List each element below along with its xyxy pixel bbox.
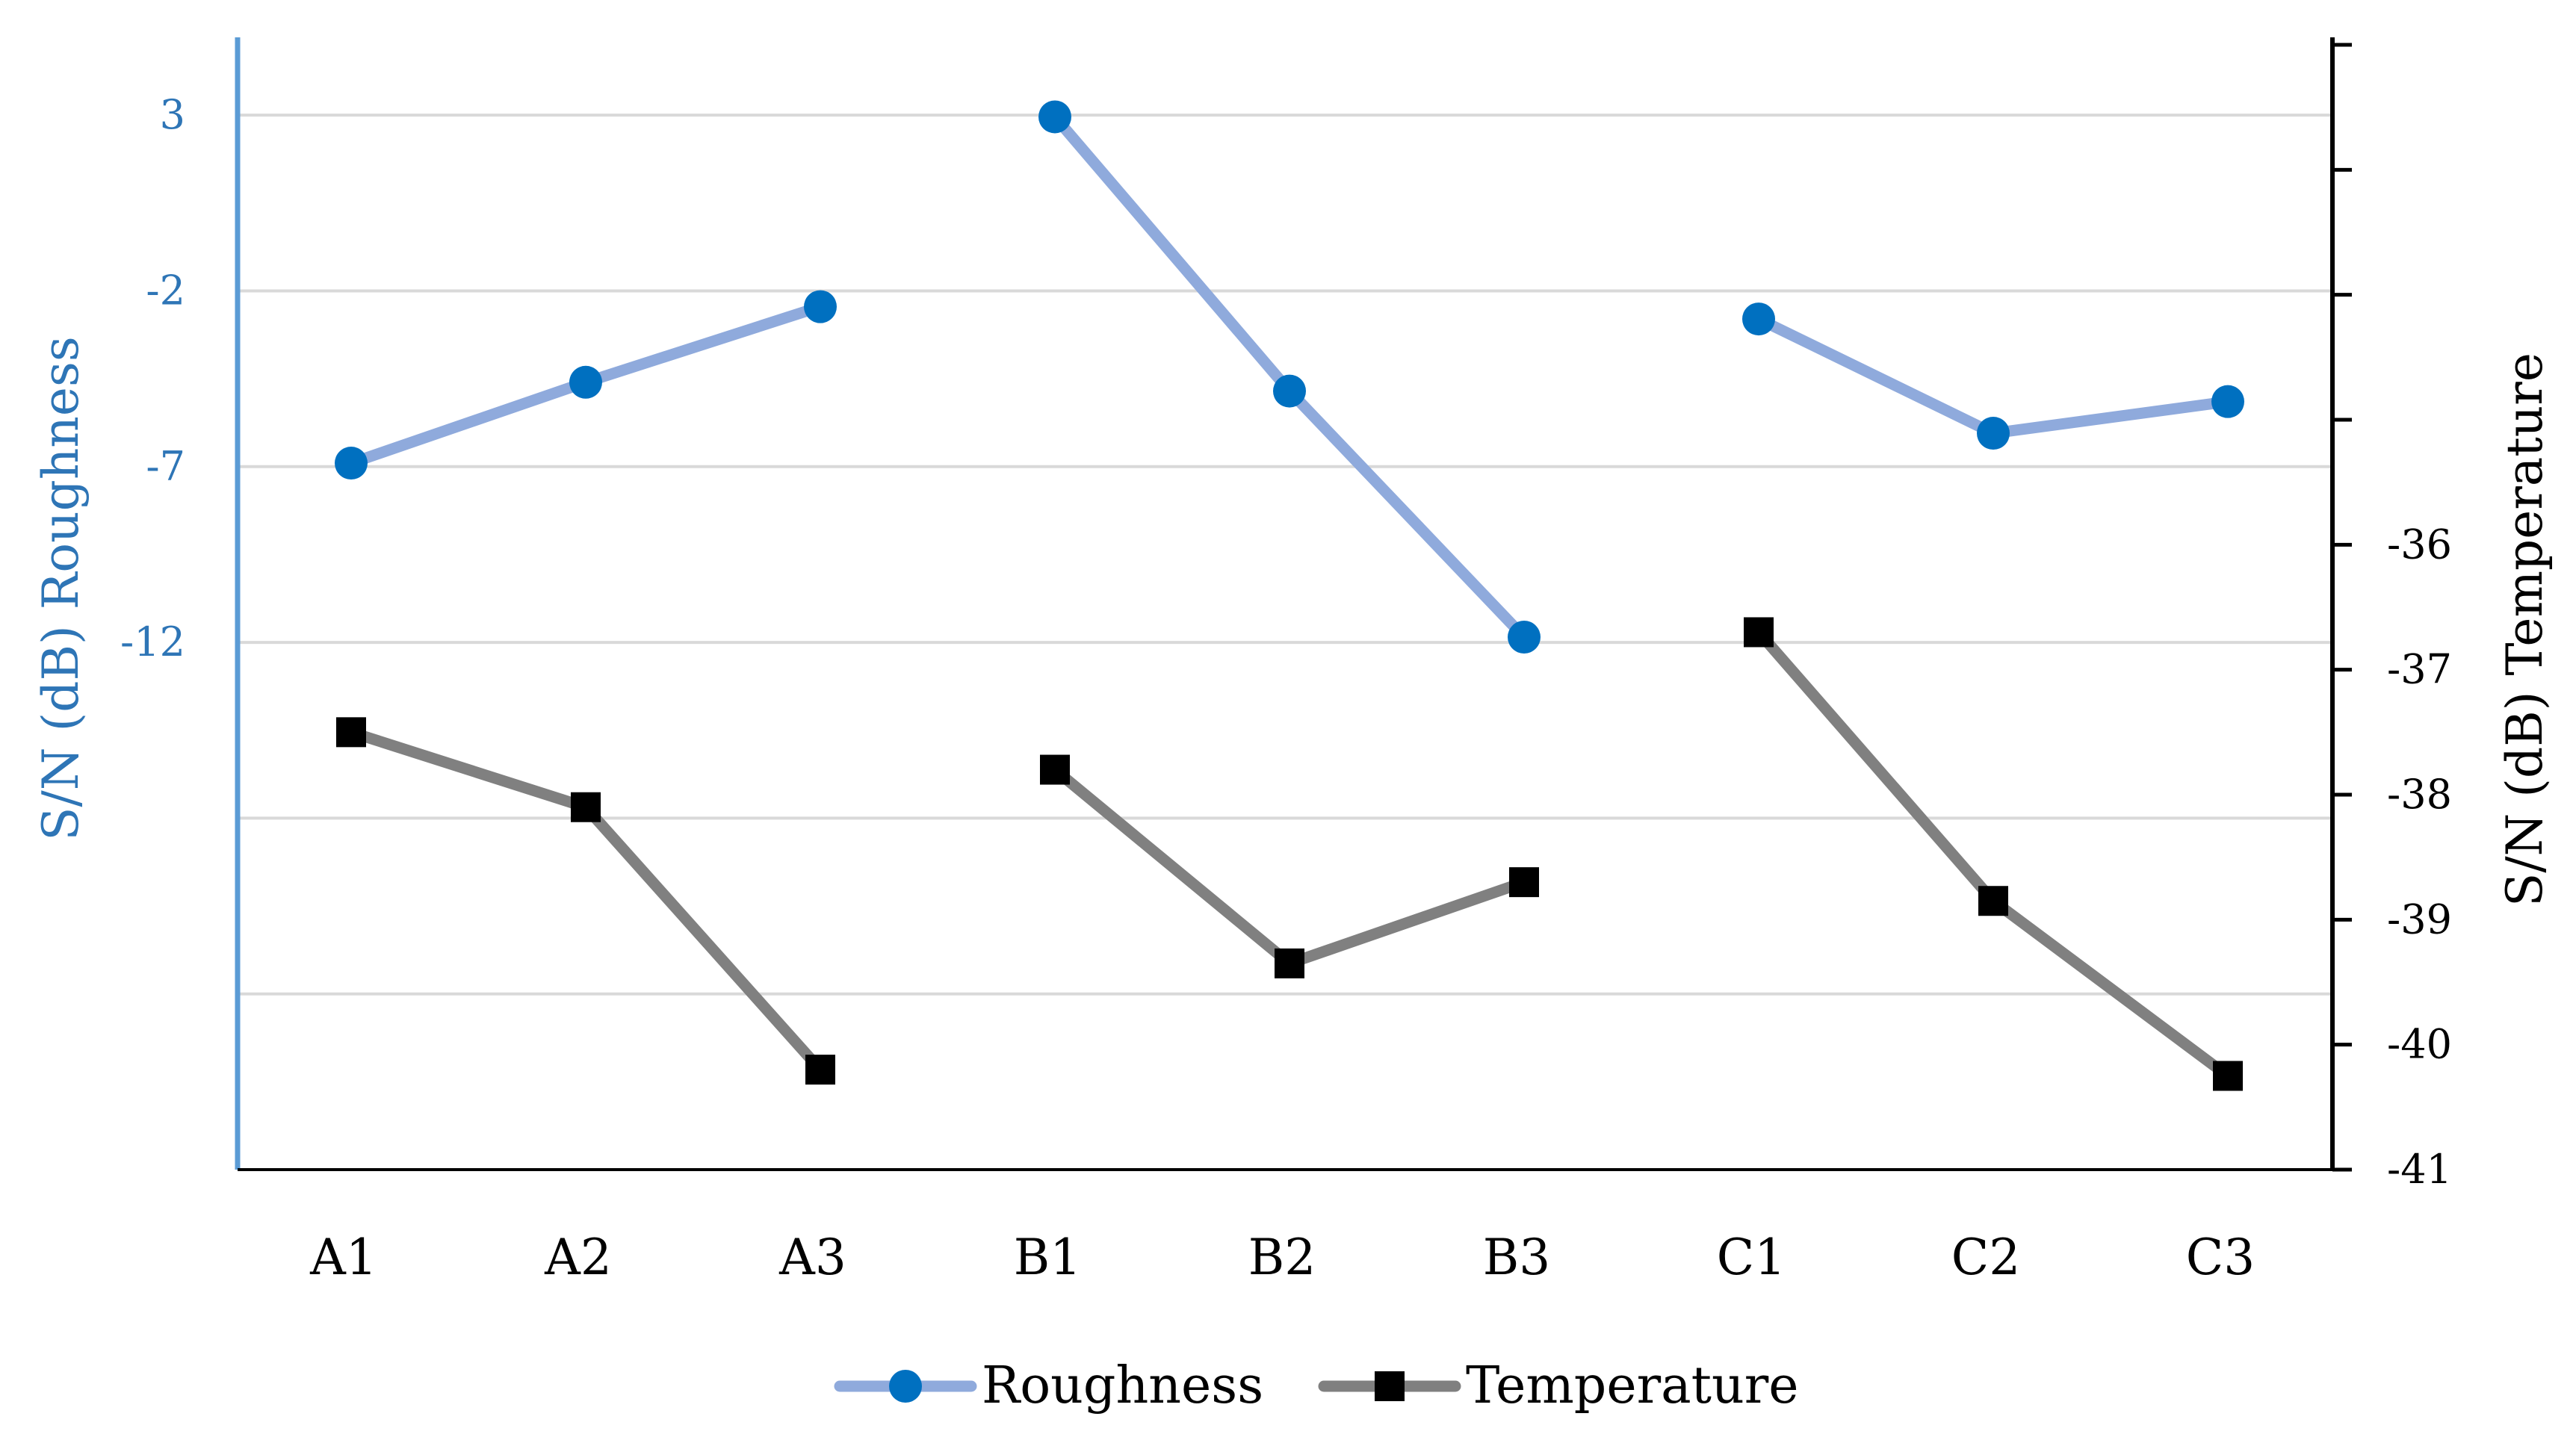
series-layer: [335, 100, 2244, 1091]
x-tick-label: B2: [1248, 1229, 1316, 1286]
temperature-point: [1275, 948, 1304, 978]
right-tick-label: -36: [2387, 521, 2452, 568]
temperature-point: [336, 717, 366, 748]
labels-layer: 3 -2 -7 -12 -36 -37 -38 -39 -40 -41 A1 A2 A3 B1 B2 B3 C1…: [32, 91, 2554, 1286]
temperature-line-segment: [1049, 764, 1530, 969]
right-tick-label: -41: [2387, 1146, 2452, 1193]
legend-temperature-label: Temperature: [1466, 1356, 1799, 1415]
x-tick-label: B1: [1014, 1229, 1082, 1286]
roughness-point: [335, 447, 368, 480]
roughness-point: [2211, 385, 2244, 418]
right-tick-label: -37: [2387, 646, 2452, 693]
temperature-line-segment: [1753, 626, 2234, 1081]
temperature-point: [805, 1055, 835, 1085]
temperature-line-segment: [345, 726, 826, 1076]
roughness-point: [1038, 100, 1071, 134]
temperature-point: [2213, 1061, 2243, 1091]
temperature-point: [1978, 886, 2008, 916]
roughness-point: [1742, 302, 1775, 336]
right-axis-title: S/N (dB) Temperature: [2496, 353, 2554, 907]
x-tick-label: A1: [309, 1229, 377, 1286]
roughness-point: [1273, 374, 1306, 408]
legend-temperature-marker: [1375, 1371, 1405, 1401]
x-tick-label: C1: [1717, 1229, 1786, 1286]
temperature-point: [1509, 867, 1539, 898]
left-axis-title: S/N (dB) Roughness: [32, 336, 90, 840]
legend-roughness-marker: [889, 1370, 922, 1403]
x-tick-label: C2: [1951, 1229, 2021, 1286]
left-tick-label: -7: [146, 443, 185, 490]
x-tick-label: A2: [544, 1229, 612, 1286]
x-tick-label: C3: [2186, 1229, 2255, 1286]
legend-layer: Roughness Temperature: [834, 1356, 1799, 1415]
temperature-point: [571, 792, 601, 822]
roughness-line-segment: [1753, 313, 2234, 439]
roughness-point: [804, 290, 837, 323]
right-tick-label: -39: [2387, 896, 2452, 943]
roughness-point: [569, 365, 602, 399]
left-tick-label: -12: [120, 618, 185, 665]
right-tick-label: -38: [2387, 771, 2452, 818]
temperature-point: [1040, 754, 1070, 785]
roughness-point: [1977, 417, 2010, 450]
axes-layer: [235, 37, 2352, 1172]
x-tick-label: A3: [778, 1229, 846, 1286]
left-tick-label: 3: [160, 91, 185, 138]
x-tick-label: B3: [1483, 1229, 1551, 1286]
temperature-point: [1744, 617, 1774, 648]
roughness-point: [1508, 621, 1541, 654]
legend-roughness-label: Roughness: [982, 1356, 1263, 1415]
right-tick-label: -40: [2387, 1021, 2452, 1068]
left-tick-label: -2: [146, 267, 185, 314]
grid-layer: [238, 114, 2332, 996]
